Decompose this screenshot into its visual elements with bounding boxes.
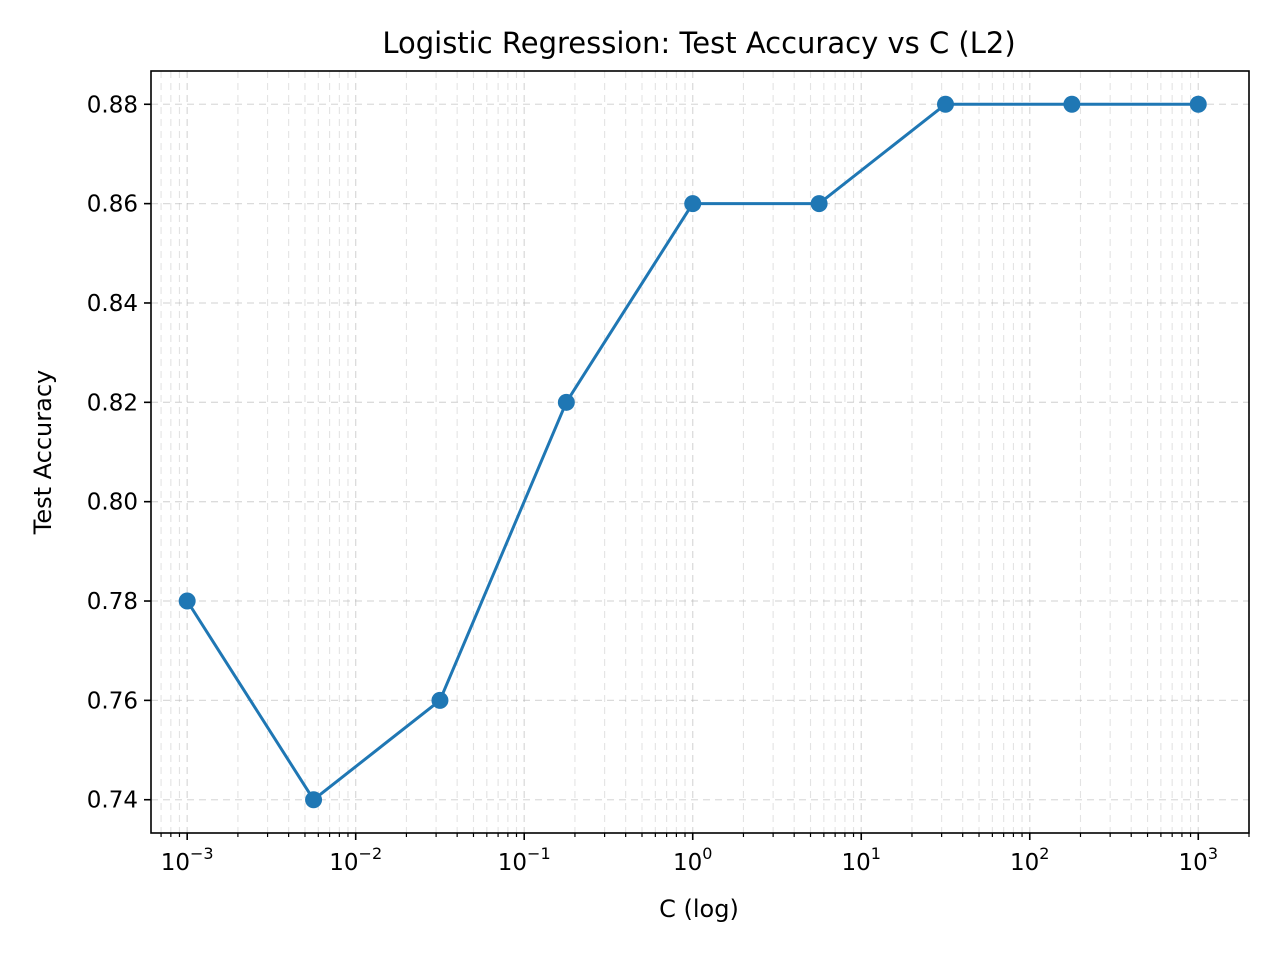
x-axis-label: C (log) <box>659 895 739 923</box>
data-point <box>810 195 828 213</box>
chart-title: Logistic Regression: Test Accuracy vs C … <box>382 26 1015 60</box>
x-tick-label: 100 <box>673 844 712 876</box>
data-point <box>684 195 702 213</box>
x-tick-label: 103 <box>1179 844 1218 876</box>
data-series <box>178 95 1207 809</box>
y-tick-label: 0.88 <box>87 92 138 118</box>
y-tick-label: 0.78 <box>87 589 138 615</box>
y-tick-label: 0.82 <box>87 390 138 416</box>
x-tick-label: 10−1 <box>498 844 551 876</box>
y-tick-label: 0.86 <box>87 192 138 218</box>
data-point <box>936 95 954 113</box>
y-tick-label: 0.80 <box>87 490 138 516</box>
data-point <box>1189 95 1207 113</box>
plot-frame <box>150 70 1250 834</box>
data-point <box>557 393 575 411</box>
data-point <box>178 592 196 610</box>
y-axis-label: Test Accuracy <box>29 370 57 535</box>
y-tick-label: 0.76 <box>87 688 138 714</box>
x-tick-label: 102 <box>1010 844 1049 876</box>
x-tick-label: 10−2 <box>329 844 382 876</box>
data-point <box>431 691 449 709</box>
data-point <box>305 791 323 809</box>
x-tick-label: 10−3 <box>161 844 214 876</box>
y-tick-label: 0.74 <box>87 788 138 814</box>
data-point <box>1063 95 1081 113</box>
x-tick-label: 101 <box>842 844 881 876</box>
axis-ticks: 10−3 10−2 10−1 100 101 102 103 0.74 0.76 0.78 0.80… <box>87 92 1250 876</box>
y-tick-label: 0.84 <box>87 291 138 317</box>
grid <box>151 71 1250 833</box>
